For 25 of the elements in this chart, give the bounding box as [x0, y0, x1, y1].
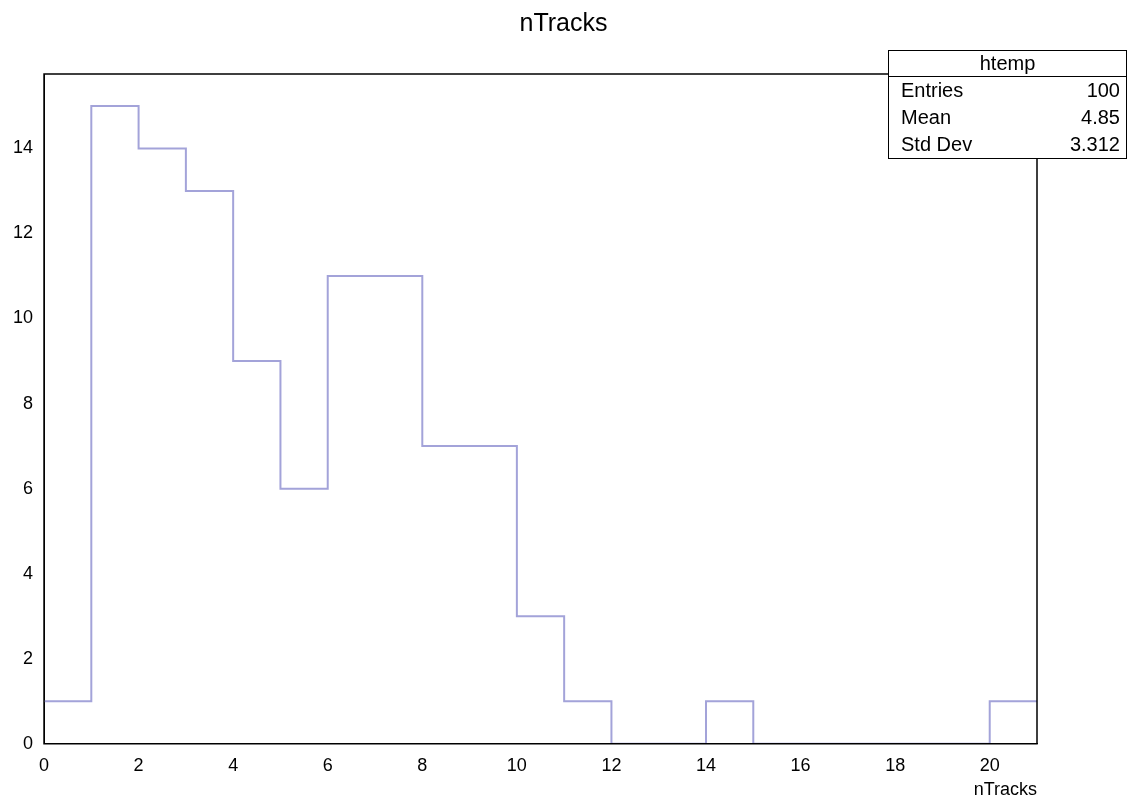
x-tick-label: 8 [417, 754, 428, 775]
y-tick-label: 14 [12, 137, 34, 158]
y-tick-label: 6 [23, 477, 34, 498]
x-tick-label: 0 [39, 754, 50, 775]
y-tick-label: 8 [23, 392, 34, 413]
text: Entries 100 [901, 79, 1120, 101]
x-tick-label: 16 [790, 754, 811, 775]
text: Mean 4.85 [901, 106, 1120, 128]
x-tick-label: 2 [133, 754, 144, 775]
y-tick-label: 10 [12, 307, 34, 328]
x-tick-label: 4 [228, 754, 239, 775]
x-axis-title: nTracks [973, 779, 1037, 800]
y-tick-label: 2 [23, 647, 34, 668]
text: Std Dev 3.312 [901, 133, 1120, 155]
annotation: htemp [889, 51, 1126, 77]
x-tick-label: 10 [506, 754, 527, 775]
y-tick-label: 12 [12, 222, 34, 243]
x-tick-label: 20 [979, 754, 1000, 775]
chart-title: nTracks [518, 8, 609, 37]
x-tick-label: 18 [885, 754, 906, 775]
y-tick-label: 4 [23, 562, 34, 583]
x-tick-label: 14 [695, 754, 717, 775]
y-tick-label: 0 [23, 732, 34, 753]
x-tick-label: 12 [601, 754, 622, 775]
x-tick-label: 6 [322, 754, 333, 775]
